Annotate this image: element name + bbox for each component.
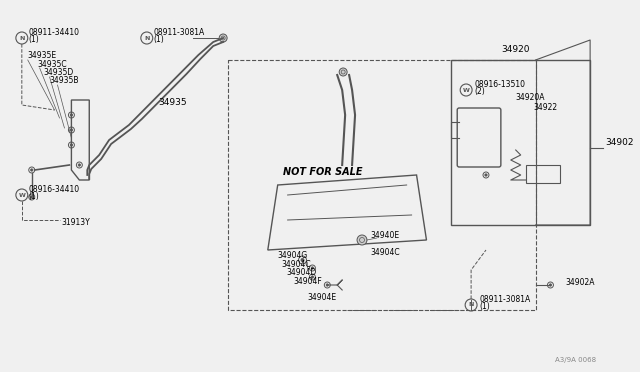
Text: (1): (1) bbox=[479, 302, 490, 311]
Text: 34935D: 34935D bbox=[44, 68, 74, 77]
Text: 34922: 34922 bbox=[534, 103, 557, 112]
Circle shape bbox=[484, 174, 487, 176]
Text: (1): (1) bbox=[29, 35, 40, 44]
Text: 34902A: 34902A bbox=[565, 278, 595, 287]
Circle shape bbox=[31, 169, 33, 171]
Circle shape bbox=[339, 68, 347, 76]
Text: N: N bbox=[144, 35, 150, 41]
Text: 34902: 34902 bbox=[605, 138, 634, 147]
Circle shape bbox=[311, 276, 314, 278]
Circle shape bbox=[357, 235, 367, 245]
Circle shape bbox=[31, 196, 33, 198]
Text: (1): (1) bbox=[154, 35, 164, 44]
Text: 08916-34410: 08916-34410 bbox=[29, 185, 80, 194]
Text: 34935C: 34935C bbox=[38, 60, 67, 69]
Text: N: N bbox=[19, 35, 24, 41]
Circle shape bbox=[549, 284, 552, 286]
Text: W: W bbox=[19, 192, 25, 198]
Text: 34920: 34920 bbox=[501, 45, 529, 54]
Text: 34904D: 34904D bbox=[287, 268, 317, 277]
Circle shape bbox=[219, 34, 227, 42]
Circle shape bbox=[301, 259, 304, 262]
Circle shape bbox=[70, 129, 72, 131]
Text: 34904C: 34904C bbox=[282, 260, 311, 269]
Circle shape bbox=[70, 114, 72, 116]
Text: 34940E: 34940E bbox=[370, 231, 399, 240]
Text: 34904F: 34904F bbox=[294, 277, 323, 286]
Text: 34935: 34935 bbox=[159, 98, 188, 107]
Text: 08911-3081A: 08911-3081A bbox=[154, 28, 205, 37]
Text: 34935E: 34935E bbox=[28, 51, 57, 60]
Text: 31913Y: 31913Y bbox=[61, 218, 90, 227]
Text: (2): (2) bbox=[474, 87, 485, 96]
Circle shape bbox=[326, 284, 328, 286]
Text: 34904C: 34904C bbox=[370, 248, 399, 257]
Circle shape bbox=[70, 144, 72, 146]
Text: 34920A: 34920A bbox=[516, 93, 545, 102]
Text: 08911-34410: 08911-34410 bbox=[29, 28, 80, 37]
Text: W: W bbox=[463, 87, 470, 93]
Text: NOT FOR SALE: NOT FOR SALE bbox=[283, 167, 362, 177]
Text: 08916-13510: 08916-13510 bbox=[474, 80, 525, 89]
Text: 34904G: 34904G bbox=[278, 251, 308, 260]
Text: 34935B: 34935B bbox=[49, 76, 79, 85]
Text: N: N bbox=[468, 302, 474, 308]
Text: A3/9A 0068: A3/9A 0068 bbox=[556, 357, 596, 363]
Text: 08911-3081A: 08911-3081A bbox=[479, 295, 531, 304]
Text: (1): (1) bbox=[29, 192, 40, 201]
Text: 34904E: 34904E bbox=[307, 293, 337, 302]
Circle shape bbox=[78, 164, 81, 166]
Circle shape bbox=[311, 267, 314, 269]
